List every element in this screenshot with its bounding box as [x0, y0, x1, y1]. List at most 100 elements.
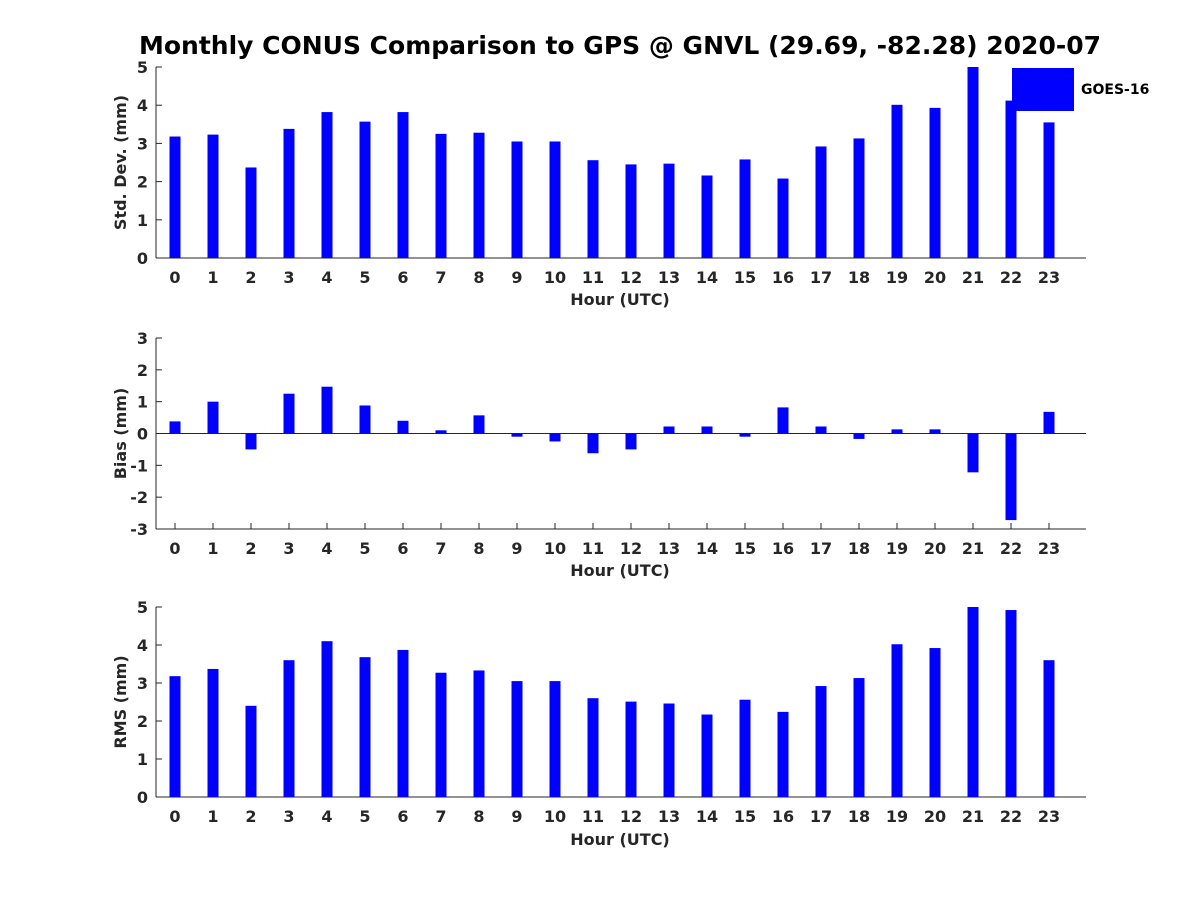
bar-hour-19	[891, 429, 903, 434]
x-tick-label: 21	[962, 268, 984, 287]
x-tick-label: 11	[582, 807, 604, 826]
x-tick-label: 5	[359, 807, 370, 826]
x-tick-label: 8	[473, 807, 484, 826]
bar-hour-3	[283, 128, 295, 258]
x-tick-label: 3	[283, 807, 294, 826]
bar-hour-20	[929, 648, 941, 797]
bar-hour-9	[511, 433, 523, 437]
bar-hour-14	[701, 714, 713, 797]
x-tick-label: 21	[962, 807, 984, 826]
bar-hour-21	[967, 607, 979, 797]
bar-hour-6	[397, 112, 409, 259]
x-tick-label: 20	[924, 539, 946, 558]
x-tick-label: 11	[582, 539, 604, 558]
x-tick-label: 0	[169, 539, 180, 558]
bar-hour-18	[853, 138, 865, 258]
x-tick-label: 18	[848, 268, 870, 287]
bar-hour-6	[397, 420, 409, 434]
x-tick-label: 2	[245, 539, 256, 558]
y-tick-label: 4	[137, 96, 148, 115]
bar-hour-18	[853, 678, 865, 797]
legend-swatch	[1012, 68, 1074, 111]
y-tick-label: -2	[130, 488, 148, 507]
bar-hour-11	[587, 433, 599, 454]
bar-hour-22	[1005, 433, 1017, 521]
bar-hour-11	[587, 698, 599, 797]
bar-hour-0	[169, 136, 181, 258]
x-tick-label: 5	[359, 539, 370, 558]
rms-x-axis-label: Hour (UTC)	[570, 830, 670, 849]
bar-hour-10	[549, 433, 561, 442]
bar-hour-0	[169, 676, 181, 797]
x-tick-label: 17	[810, 539, 832, 558]
bar-hour-13	[663, 426, 675, 434]
bar-hour-0	[169, 421, 181, 434]
bar-hour-22	[1005, 100, 1017, 258]
bar-hour-8	[473, 670, 485, 797]
x-tick-label: 22	[1000, 539, 1022, 558]
x-tick-label: 16	[772, 807, 794, 826]
x-tick-label: 9	[511, 539, 522, 558]
x-tick-label: 0	[169, 807, 180, 826]
x-tick-label: 15	[734, 807, 756, 826]
bar-hour-18	[853, 433, 865, 439]
x-tick-label: 9	[511, 807, 522, 826]
bar-hour-1	[207, 134, 219, 258]
x-tick-label: 22	[1000, 268, 1022, 287]
x-tick-label: 2	[245, 807, 256, 826]
y-tick-label: 0	[137, 425, 148, 444]
x-tick-label: 1	[207, 807, 218, 826]
bias-x-axis-label: Hour (UTC)	[570, 561, 670, 580]
bar-hour-19	[891, 104, 903, 259]
bar-hour-1	[207, 668, 219, 797]
bar-hour-20	[929, 107, 941, 259]
x-tick-label: 10	[544, 807, 566, 826]
x-tick-label: 0	[169, 268, 180, 287]
bar-hour-17	[815, 426, 827, 434]
bar-hour-15	[739, 433, 751, 437]
x-tick-label: 8	[473, 268, 484, 287]
std-dev-y-axis-label: Std. Dev. (mm)	[111, 95, 130, 230]
bar-hour-13	[663, 703, 675, 797]
bar-hour-9	[511, 681, 523, 797]
legend-label: GOES-16	[1081, 82, 1149, 98]
x-tick-label: 7	[435, 807, 446, 826]
bar-hour-2	[245, 167, 257, 258]
y-tick-label: 3	[137, 674, 148, 693]
bar-hour-8	[473, 132, 485, 258]
std-dev-x-axis-label: Hour (UTC)	[570, 290, 670, 309]
bar-hour-23	[1043, 660, 1055, 797]
y-tick-label: 3	[137, 329, 148, 348]
x-tick-label: 18	[848, 807, 870, 826]
x-tick-label: 8	[473, 539, 484, 558]
bar-hour-17	[815, 146, 827, 258]
y-tick-label: 1	[137, 393, 148, 412]
bar-hour-15	[739, 699, 751, 797]
bar-hour-5	[359, 121, 371, 258]
bar-hour-14	[701, 175, 713, 258]
chart-title: Monthly CONUS Comparison to GPS @ GNVL (…	[139, 31, 1101, 60]
bar-hour-15	[739, 159, 751, 258]
x-tick-label: 13	[658, 539, 680, 558]
bar-hour-21	[967, 67, 979, 258]
y-tick-label: 3	[137, 134, 148, 153]
x-tick-label: 10	[544, 268, 566, 287]
bar-hour-3	[283, 393, 295, 434]
bar-hour-13	[663, 163, 675, 258]
x-tick-label: 17	[810, 807, 832, 826]
x-tick-label: 4	[321, 807, 332, 826]
bar-hour-10	[549, 681, 561, 797]
x-tick-label: 4	[321, 539, 332, 558]
x-tick-label: 7	[435, 539, 446, 558]
y-tick-label: 2	[137, 712, 148, 731]
y-tick-label: 5	[137, 598, 148, 617]
bar-hour-4	[321, 386, 333, 434]
bar-hour-7	[435, 430, 447, 434]
bar-hour-5	[359, 405, 371, 434]
bar-hour-6	[397, 649, 409, 797]
x-tick-label: 14	[696, 268, 718, 287]
x-tick-label: 12	[620, 807, 642, 826]
x-tick-label: 2	[245, 268, 256, 287]
